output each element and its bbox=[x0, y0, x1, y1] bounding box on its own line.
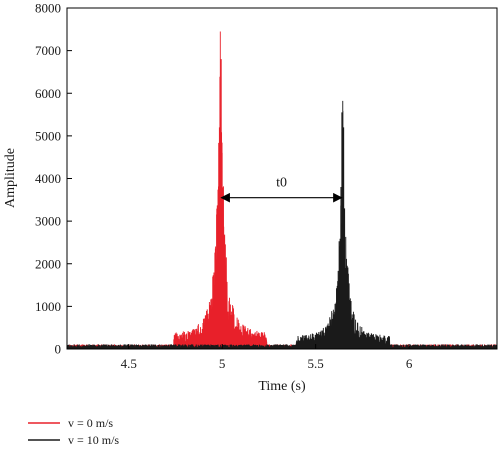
y-axis-label: Amplitude bbox=[3, 148, 18, 208]
legend-item-v10: v = 10 m/s bbox=[28, 433, 119, 447]
x-tick-label: 5.5 bbox=[308, 356, 324, 371]
x-tick-label: 6 bbox=[406, 356, 413, 371]
t0-annotation: t0 bbox=[220, 176, 343, 203]
axis-ticks: 0 1000 2000 3000 4000 5000 6000 7000 8000 4.5 5 5.5… bbox=[35, 1, 413, 372]
x-tick-label: 5 bbox=[219, 356, 226, 371]
y-tick-label: 1000 bbox=[35, 299, 61, 314]
legend-item-v0: v = 0 m/s bbox=[28, 416, 113, 430]
t0-label: t0 bbox=[276, 176, 287, 191]
y-tick-label: 3000 bbox=[35, 214, 61, 229]
trace-v10 bbox=[66, 100, 498, 350]
x-tick-label: 4.5 bbox=[121, 356, 137, 371]
y-tick-label: 4000 bbox=[35, 171, 61, 186]
y-tick-label: 0 bbox=[55, 342, 62, 357]
y-tick-label: 7000 bbox=[35, 43, 61, 58]
y-tick-label: 2000 bbox=[35, 256, 61, 271]
legend-label-v10: v = 10 m/s bbox=[68, 433, 119, 447]
legend: v = 0 m/s v = 10 m/s bbox=[28, 416, 119, 447]
y-tick-label: 5000 bbox=[35, 128, 61, 143]
y-tick-label: 6000 bbox=[35, 86, 61, 101]
x-axis-label: Time (s) bbox=[258, 379, 306, 394]
legend-label-v0: v = 0 m/s bbox=[68, 416, 113, 430]
y-tick-label: 8000 bbox=[35, 1, 61, 16]
